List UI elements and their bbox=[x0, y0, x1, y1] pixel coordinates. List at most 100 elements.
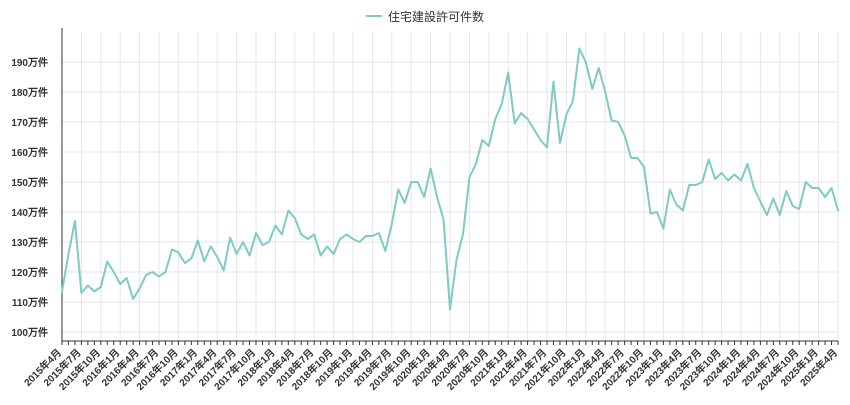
data-point[interactable] bbox=[816, 186, 821, 191]
data-point[interactable] bbox=[137, 286, 142, 291]
data-point[interactable] bbox=[221, 268, 226, 273]
data-point[interactable] bbox=[169, 247, 174, 252]
data-point[interactable] bbox=[215, 255, 220, 260]
data-point[interactable] bbox=[803, 180, 808, 185]
data-point[interactable] bbox=[519, 111, 524, 116]
data-point[interactable] bbox=[751, 186, 756, 191]
data-point[interactable] bbox=[150, 270, 155, 275]
data-point[interactable] bbox=[596, 66, 601, 71]
data-point[interactable] bbox=[693, 183, 698, 188]
data-point[interactable] bbox=[493, 117, 498, 122]
data-point[interactable] bbox=[357, 240, 362, 245]
data-point[interactable] bbox=[545, 145, 550, 150]
data-point[interactable] bbox=[590, 87, 595, 92]
data-point[interactable] bbox=[376, 231, 381, 236]
data-point[interactable] bbox=[396, 187, 401, 192]
data-point[interactable] bbox=[622, 133, 627, 138]
data-point[interactable] bbox=[435, 195, 440, 200]
data-point[interactable] bbox=[182, 261, 187, 266]
data-point[interactable] bbox=[726, 178, 731, 183]
data-point[interactable] bbox=[105, 259, 110, 264]
data-point[interactable] bbox=[538, 138, 543, 143]
data-point[interactable] bbox=[557, 141, 562, 146]
data-point[interactable] bbox=[195, 238, 200, 243]
data-point[interactable] bbox=[460, 232, 465, 237]
data-point[interactable] bbox=[234, 252, 239, 257]
data-point[interactable] bbox=[344, 232, 349, 237]
data-point[interactable] bbox=[836, 208, 841, 213]
data-point[interactable] bbox=[389, 222, 394, 227]
data-point[interactable] bbox=[312, 232, 317, 237]
data-point[interactable] bbox=[577, 46, 582, 51]
data-point[interactable] bbox=[784, 189, 789, 194]
data-point[interactable] bbox=[79, 291, 84, 296]
data-point[interactable] bbox=[402, 201, 407, 206]
data-point[interactable] bbox=[797, 207, 802, 212]
data-point[interactable] bbox=[564, 112, 569, 117]
data-point[interactable] bbox=[609, 118, 614, 123]
data-point[interactable] bbox=[60, 289, 65, 294]
data-point[interactable] bbox=[299, 232, 304, 237]
data-point[interactable] bbox=[254, 231, 259, 236]
data-point[interactable] bbox=[551, 79, 556, 84]
data-point[interactable] bbox=[732, 172, 737, 177]
data-point[interactable] bbox=[163, 270, 168, 275]
data-point[interactable] bbox=[273, 223, 278, 228]
data-point[interactable] bbox=[486, 144, 491, 149]
data-point[interactable] bbox=[823, 195, 828, 200]
data-point[interactable] bbox=[409, 180, 414, 185]
data-point[interactable] bbox=[648, 211, 653, 216]
data-point[interactable] bbox=[428, 166, 433, 171]
data-point[interactable] bbox=[331, 252, 336, 257]
data-point[interactable] bbox=[473, 162, 478, 167]
data-point[interactable] bbox=[570, 99, 575, 104]
data-point[interactable] bbox=[305, 237, 310, 242]
data-point[interactable] bbox=[603, 90, 608, 95]
data-point[interactable] bbox=[654, 210, 659, 215]
data-point[interactable] bbox=[441, 217, 446, 222]
data-point[interactable] bbox=[370, 234, 375, 239]
data-point[interactable] bbox=[208, 244, 213, 249]
data-point[interactable] bbox=[266, 240, 271, 245]
data-point[interactable] bbox=[667, 187, 672, 192]
data-point[interactable] bbox=[700, 180, 705, 185]
series-line[interactable] bbox=[61, 47, 839, 311]
data-point[interactable] bbox=[202, 259, 207, 264]
data-point[interactable] bbox=[72, 219, 77, 224]
data-point[interactable] bbox=[674, 202, 679, 207]
data-point[interactable] bbox=[124, 276, 129, 281]
data-point[interactable] bbox=[66, 252, 71, 257]
data-point[interactable] bbox=[176, 250, 181, 255]
data-point[interactable] bbox=[118, 282, 123, 287]
data-point[interactable] bbox=[338, 237, 343, 242]
data-point[interactable] bbox=[422, 195, 427, 200]
data-point[interactable] bbox=[480, 138, 485, 143]
data-point[interactable] bbox=[739, 178, 744, 183]
data-point[interactable] bbox=[241, 240, 246, 245]
data-point[interactable] bbox=[512, 121, 517, 126]
data-point[interactable] bbox=[383, 249, 388, 254]
data-point[interactable] bbox=[777, 213, 782, 218]
data-point[interactable] bbox=[790, 204, 795, 209]
data-point[interactable] bbox=[279, 232, 284, 237]
data-point[interactable] bbox=[247, 253, 252, 258]
data-point[interactable] bbox=[764, 213, 769, 218]
data-point[interactable] bbox=[454, 258, 459, 263]
data-point[interactable] bbox=[286, 208, 291, 213]
data-point[interactable] bbox=[318, 253, 323, 258]
data-point[interactable] bbox=[635, 156, 640, 161]
data-point[interactable] bbox=[629, 156, 634, 161]
data-point[interactable] bbox=[706, 157, 711, 162]
legend[interactable]: 住宅建設許可件数 bbox=[0, 8, 850, 25]
data-point[interactable] bbox=[98, 285, 103, 290]
data-point[interactable] bbox=[228, 235, 233, 240]
data-point[interactable] bbox=[157, 274, 162, 279]
data-point[interactable] bbox=[448, 307, 453, 312]
data-point[interactable] bbox=[532, 127, 537, 132]
data-point[interactable] bbox=[415, 180, 420, 185]
data-point[interactable] bbox=[85, 283, 90, 288]
data-point[interactable] bbox=[506, 70, 511, 75]
data-point[interactable] bbox=[260, 243, 265, 248]
data-point[interactable] bbox=[351, 237, 356, 242]
data-point[interactable] bbox=[661, 226, 666, 231]
